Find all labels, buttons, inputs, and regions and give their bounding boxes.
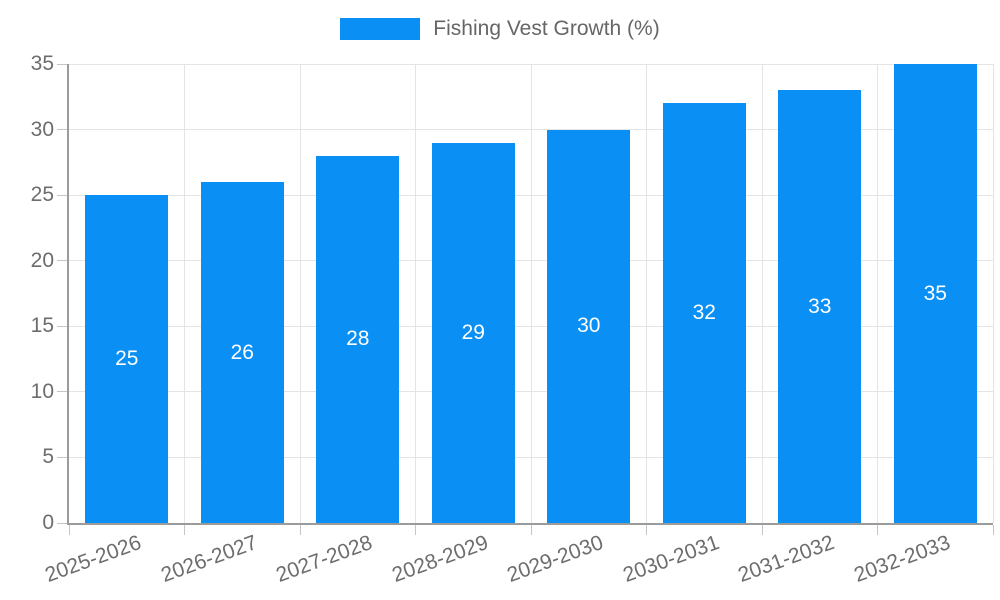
x-axis-tick-mark xyxy=(415,525,416,535)
bar-value-label: 29 xyxy=(461,320,485,344)
legend-item[interactable]: Fishing Vest Growth (%) xyxy=(340,17,660,41)
bar[interactable]: 32 xyxy=(662,103,746,523)
y-axis-tick-mark xyxy=(57,260,67,262)
gridline-vertical xyxy=(992,64,994,523)
gridline-vertical xyxy=(530,64,532,523)
bar[interactable]: 30 xyxy=(547,129,631,523)
x-axis-tick-label: 2027-2028 xyxy=(273,531,376,587)
y-axis-tick-mark xyxy=(57,522,67,524)
x-axis-tick-mark xyxy=(299,525,301,535)
bar[interactable]: 35 xyxy=(893,64,977,523)
gridline-vertical xyxy=(299,64,301,523)
x-axis-tick-mark xyxy=(184,525,185,535)
x-axis-tick-label: 2026-2027 xyxy=(157,531,261,587)
y-axis-tick-label: 15 xyxy=(30,314,54,338)
x-axis-tick-mark xyxy=(761,525,763,535)
gridline-vertical xyxy=(646,64,647,523)
bar-value-label: 28 xyxy=(346,327,370,351)
x-axis-tick-label: 2025-2026 xyxy=(42,531,145,587)
plot-area: 25 26 28 29 30 32 33 35 xyxy=(67,63,994,525)
y-axis-tick-mark xyxy=(57,325,67,327)
x-axis-tick-label: 2031-2032 xyxy=(735,531,838,587)
y-axis-tick-label: 20 xyxy=(30,248,54,272)
bar-value-label: 25 xyxy=(115,347,139,371)
bar-value-label: 26 xyxy=(230,340,254,364)
y-axis-tick-label: 5 xyxy=(42,445,54,469)
gridline-vertical xyxy=(415,64,416,523)
legend-label: Fishing Vest Growth (%) xyxy=(433,17,660,40)
y-axis-tick-mark xyxy=(57,129,67,131)
y-axis-tick-mark xyxy=(57,63,67,65)
gridline-vertical xyxy=(184,64,185,523)
x-axis-tick-mark xyxy=(877,525,878,535)
y-axis-tick-label: 35 xyxy=(30,52,54,75)
y-axis-tick-mark xyxy=(57,456,67,458)
bar-value-label: 32 xyxy=(692,301,716,325)
y-axis-tick-label: 10 xyxy=(30,379,54,403)
gridline-vertical xyxy=(877,64,878,523)
y-axis-tick-label: 30 xyxy=(30,117,54,141)
bar[interactable]: 29 xyxy=(431,142,515,523)
bar-value-label: 35 xyxy=(923,281,947,305)
bar-value-label: 30 xyxy=(577,314,601,338)
y-axis-tick-mark xyxy=(57,391,67,393)
bar[interactable]: 26 xyxy=(200,182,284,523)
x-axis-tick-mark xyxy=(992,525,994,535)
x-axis-tick-mark xyxy=(530,525,532,535)
x-axis-tick-mark xyxy=(646,525,647,535)
y-axis-tick-mark xyxy=(57,194,67,196)
gridline-vertical xyxy=(761,64,763,523)
y-axis-tick-label: 25 xyxy=(30,183,54,207)
x-axis-tick-label: 2029-2030 xyxy=(504,531,607,587)
x-axis-tick-label: 2028-2029 xyxy=(388,531,492,587)
bar[interactable]: 25 xyxy=(85,195,169,523)
legend-swatch-icon xyxy=(340,18,421,40)
y-axis-tick-label: 0 xyxy=(42,511,54,534)
x-axis-tick-label: 2032-2033 xyxy=(850,531,954,587)
x-axis-tick-label: 2030-2031 xyxy=(619,531,723,587)
bar[interactable]: 28 xyxy=(316,155,400,523)
bar-value-label: 33 xyxy=(808,294,832,318)
bar[interactable]: 33 xyxy=(778,90,862,523)
x-axis-tick-mark xyxy=(68,525,70,535)
legend: Fishing Vest Growth (%) xyxy=(0,17,1000,41)
